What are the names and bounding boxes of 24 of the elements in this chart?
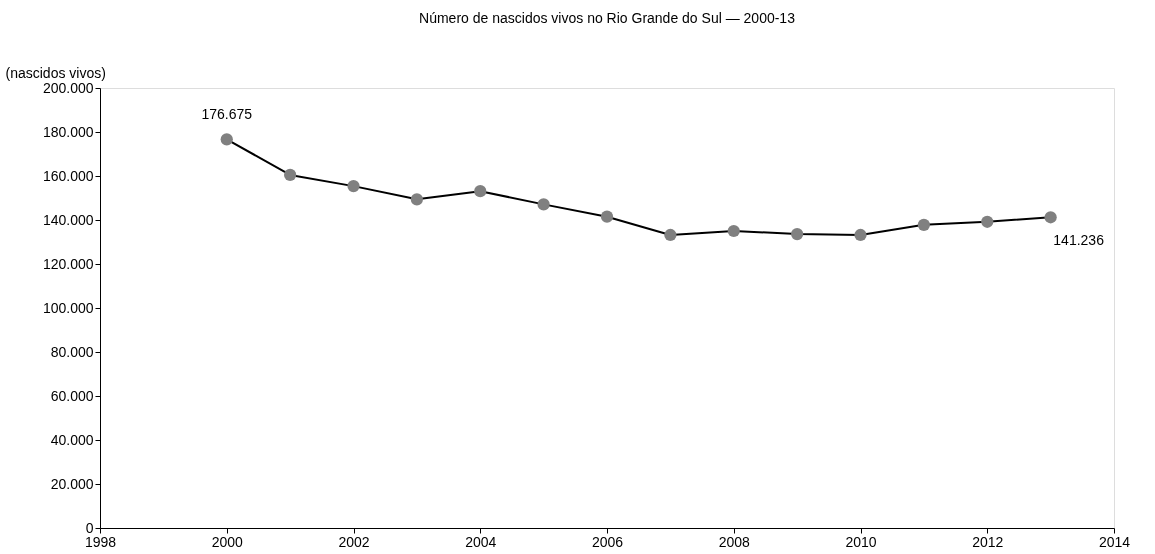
y-tick-label: 80.000 bbox=[50, 343, 94, 360]
x-tick-label: 2010 bbox=[845, 533, 877, 550]
y-tick-label: 200.000 bbox=[42, 79, 94, 96]
y-tick-label: 140.000 bbox=[42, 211, 94, 228]
x-tick-label: 2002 bbox=[338, 533, 370, 550]
x-tick-label: 2006 bbox=[591, 533, 624, 550]
x-tick-label: 2012 bbox=[972, 533, 1004, 550]
chart-title: Número de nascidos vivos no Rio Grande do Sul — 2000-13 bbox=[419, 10, 796, 26]
x-tick-label: 2004 bbox=[465, 533, 497, 550]
y-tick-label: 120.000 bbox=[42, 255, 94, 272]
y-tick-label: 20.000 bbox=[50, 475, 94, 492]
x-tick-label: 1998 bbox=[84, 533, 117, 550]
x-tick-label: 2000 bbox=[211, 533, 244, 550]
y-tick-label: 60.000 bbox=[50, 387, 94, 404]
y-tick-label: 40.000 bbox=[50, 431, 94, 448]
data-label: 176.675 bbox=[201, 106, 253, 123]
y-tick-label: 160.000 bbox=[42, 167, 94, 184]
x-tick-label: 2008 bbox=[718, 533, 751, 550]
data-label: 141.236 bbox=[1053, 232, 1105, 249]
y-tick-label: 180.000 bbox=[42, 123, 94, 140]
x-tick-label: 2014 bbox=[1098, 533, 1131, 550]
y-axis-title: (nascidos vivos) bbox=[5, 64, 106, 81]
y-tick-label: 100.000 bbox=[42, 299, 94, 316]
y-tick-label: 0 bbox=[85, 519, 94, 536]
